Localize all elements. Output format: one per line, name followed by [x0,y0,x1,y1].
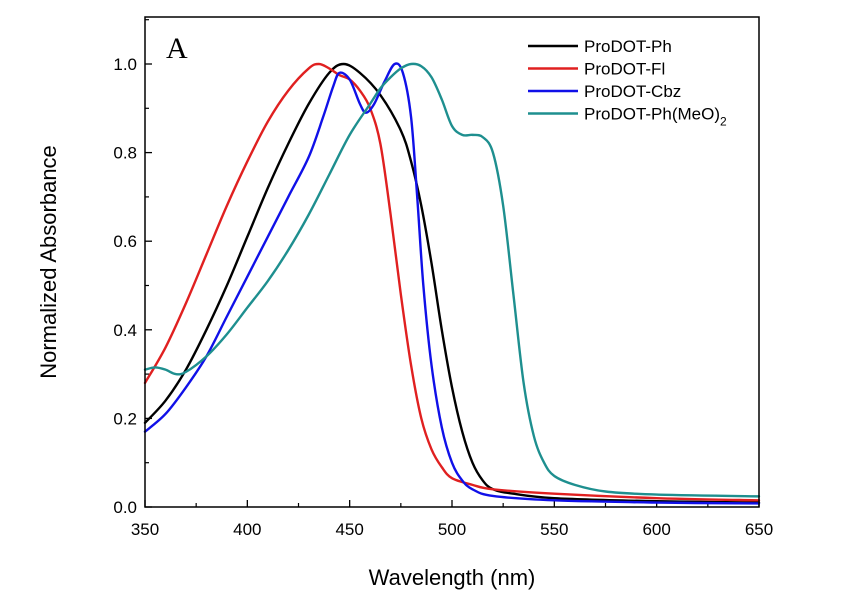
series-line-1 [143,62,761,502]
plot-frame [144,16,760,508]
legend: ProDOT-Ph ProDOT-Fl ProDOT-Cbz ProDOT-Ph(Me… [528,37,727,129]
x-tick-label: 500 [438,520,466,539]
y-axis-title: Normalized Absorbance [36,145,61,379]
legend-label: ProDOT-Cbz [584,82,681,101]
x-tick-label: 650 [745,520,773,539]
x-tick-label: 350 [131,520,159,539]
y-tick-label: 0.4 [113,321,137,340]
series-line-0 [143,62,761,504]
y-tick-label: 1.0 [113,55,137,74]
legend-label: ProDOT-Ph(MeO)2 [584,105,727,129]
y-tick-label: 0.2 [113,409,137,428]
legend-label: ProDOT-Ph [584,37,672,56]
y-tick-label: 0.0 [113,498,137,517]
x-axis-title: Wavelength (nm) [369,565,536,590]
x-tick-label: 400 [233,520,261,539]
y-tick-label: 0.6 [113,232,137,251]
series-layer [143,62,761,505]
x-tick-label: 550 [540,520,568,539]
y-tick-label: 0.8 [113,144,137,163]
series-line-2 [143,62,761,505]
series-line-3 [143,62,761,498]
panel-label: A [166,32,188,65]
x-tick-label: 600 [642,520,670,539]
legend-label: ProDOT-Fl [584,60,665,79]
x-tick-label: 450 [335,520,363,539]
